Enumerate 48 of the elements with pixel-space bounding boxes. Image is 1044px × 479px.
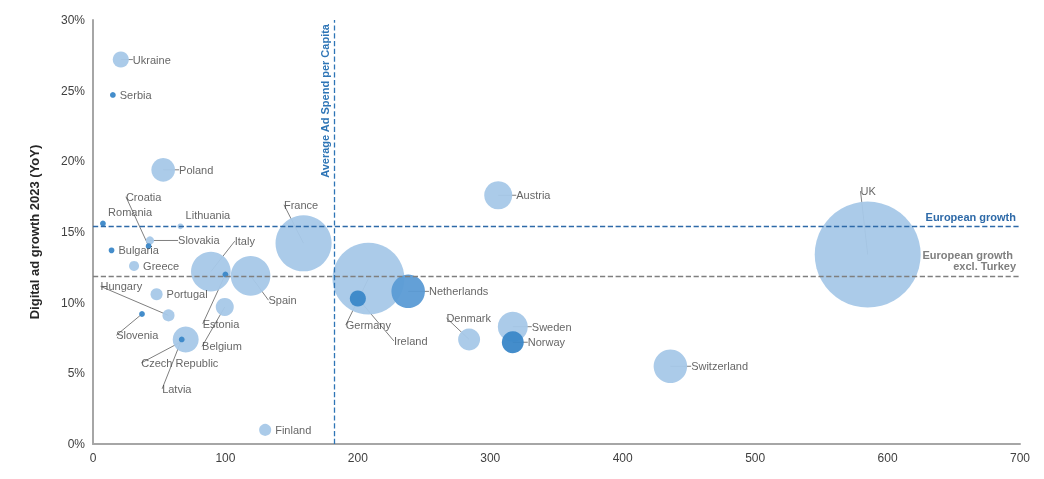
y-tick-label: 20% (60, 154, 86, 169)
annotation: Poland (179, 163, 214, 176)
annotation: Netherlands (428, 285, 489, 298)
annotation: Hungary (100, 280, 143, 293)
annotation: Belgium (202, 340, 242, 353)
x-tick-label: 100 (215, 451, 236, 465)
y-tick-label: 30% (60, 13, 86, 27)
x-tick-label: 500 (745, 451, 766, 465)
annotation: Sweden (531, 320, 572, 333)
ref-line-label: Average Ad Spend per Capita (318, 23, 331, 178)
annotation: Serbia (119, 88, 153, 101)
x-tick-label: 600 (877, 451, 898, 465)
annotation: Romania (108, 205, 154, 218)
annotation: Germany (345, 319, 392, 332)
annotation: Switzerland (691, 360, 749, 373)
x-tick-label: 200 (347, 451, 369, 465)
annotation: UK (860, 185, 877, 198)
annotation: Czech Republic (141, 356, 219, 369)
annotation: Ukraine (132, 53, 171, 66)
x-tick-label: 400 (612, 451, 634, 465)
annotation: Austria (516, 189, 552, 202)
y-tick-label: 5% (67, 366, 86, 381)
annotation: Denmark (446, 311, 492, 324)
annotation: Portugal (166, 288, 208, 301)
annotation: Latvia (162, 382, 193, 395)
y-axis-title: Digital ad growth 2023 (YoY) (27, 144, 42, 320)
annotation: Slovenia (116, 329, 160, 342)
y-tick-label: 15% (60, 225, 86, 239)
annotation: Finland (275, 423, 312, 436)
ref-line-label: European growth excl. Turkey (922, 249, 1017, 273)
y-tick-label: 10% (60, 295, 86, 310)
annotation: Greece (143, 259, 180, 272)
annotation: Spain (268, 294, 297, 307)
y-tick-label: 0% (67, 437, 86, 451)
x-tick-label: 300 (480, 451, 501, 465)
x-tick-label: 700 (1009, 451, 1031, 465)
annotation: Croatia (125, 190, 163, 203)
ref-line-label: European growth (925, 210, 1017, 223)
y-tick-label: 25% (60, 83, 86, 98)
annotation: Bulgaria (118, 244, 160, 257)
annotation: Slovakia (178, 234, 221, 247)
annotation: Ireland (393, 334, 428, 347)
x-tick-label: 0 (89, 451, 97, 465)
annotation: Estonia (202, 317, 241, 330)
annotation: Italy (234, 235, 256, 248)
annotation: France (283, 198, 319, 211)
annotation: Lithuania (185, 208, 232, 221)
annotation: Norway (527, 336, 566, 349)
